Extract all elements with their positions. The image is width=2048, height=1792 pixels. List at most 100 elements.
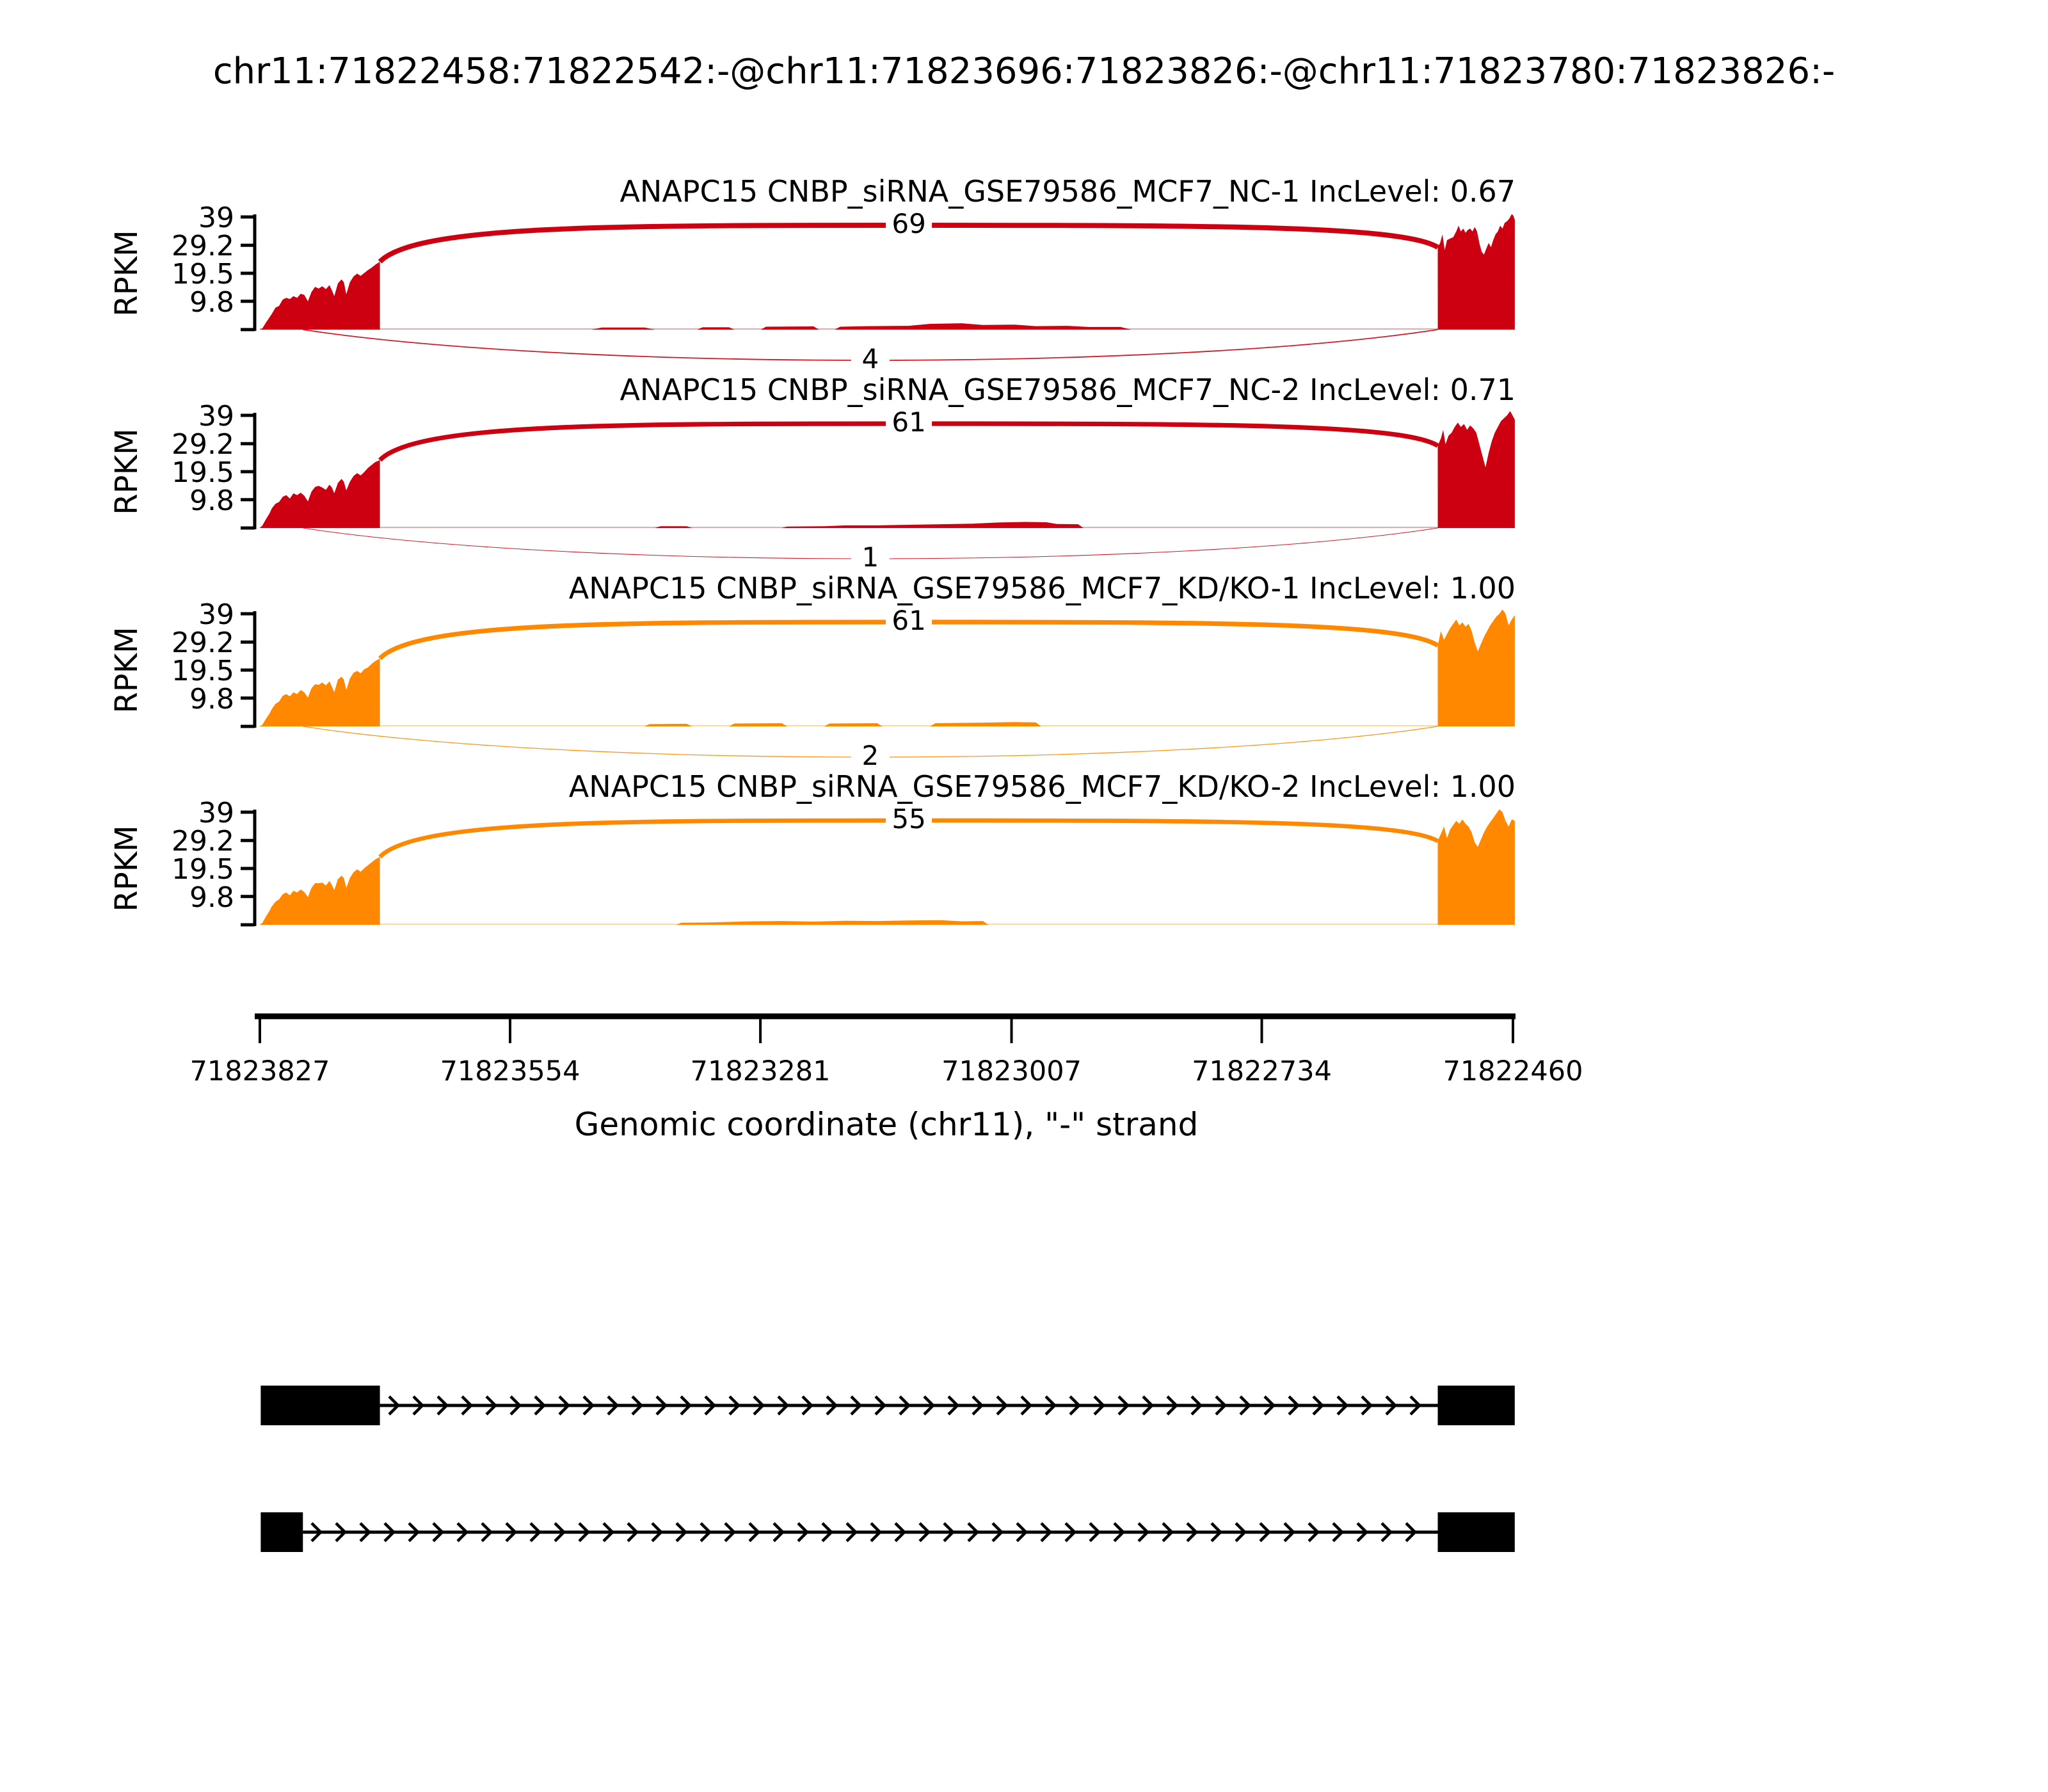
- skipping-junction-count: 1: [862, 541, 879, 573]
- strand-arrow: [1409, 1395, 1422, 1416]
- junction-count-backdrop: [851, 344, 890, 373]
- strand-arrow: [724, 1522, 737, 1542]
- strand-arrow: [972, 1395, 984, 1416]
- strand-arrow: [602, 1522, 615, 1542]
- strand-arrow: [1166, 1395, 1179, 1416]
- coverage-right-exon: [1437, 411, 1515, 528]
- x-axis-tick-label: 71823281: [691, 1055, 831, 1087]
- x-axis-tick-label: 71823554: [440, 1055, 580, 1087]
- exon-box: [1437, 1512, 1515, 1552]
- x-axis-tick-label: 71822734: [1192, 1055, 1332, 1087]
- strand-arrow: [1380, 1522, 1393, 1542]
- strand-arrow: [1137, 1522, 1150, 1542]
- coverage-left-exon: [260, 658, 380, 726]
- strand-arrow: [1117, 1395, 1130, 1416]
- strand-arrow: [1235, 1522, 1247, 1542]
- strand-arrow: [991, 1522, 1004, 1542]
- y-axis-tick-label: 19.5: [172, 258, 234, 291]
- strand-arrow: [432, 1522, 445, 1542]
- strand-arrow: [1069, 1395, 1082, 1416]
- strand-arrow: [1405, 1522, 1418, 1542]
- y-axis-tick-label: 9.8: [189, 683, 234, 716]
- strand-arrow: [335, 1522, 348, 1542]
- strand-arrow: [943, 1522, 956, 1542]
- rpkm-axis-label: RPKM: [109, 825, 145, 911]
- strand-arrow: [797, 1522, 810, 1542]
- strand-arrow: [874, 1395, 887, 1416]
- coverage-left-exon: [260, 261, 380, 330]
- strand-arrow: [359, 1522, 372, 1542]
- exon-box: [260, 1386, 380, 1425]
- strand-arrow: [772, 1522, 785, 1542]
- strand-arrow: [485, 1395, 498, 1416]
- x-axis-tick-label: 71823007: [941, 1055, 1082, 1087]
- y-axis-tick-label: 9.8: [189, 881, 234, 914]
- gene-model: [260, 1386, 1515, 1552]
- rpkm-axis-label: RPKM: [109, 230, 145, 316]
- junction-count-backdrop: [851, 740, 890, 770]
- x-axis-tick-label: 71822460: [1443, 1055, 1583, 1087]
- strand-arrow: [700, 1522, 712, 1542]
- strand-arrow: [728, 1395, 741, 1416]
- strand-arrow: [436, 1395, 449, 1416]
- inclusion-junction-count: 55: [892, 803, 925, 835]
- strand-arrow: [655, 1395, 668, 1416]
- strand-arrow: [1040, 1522, 1053, 1542]
- y-axis-tick-label: 29.2: [172, 230, 234, 262]
- strand-arrow: [310, 1522, 323, 1542]
- coverage-intron: [380, 522, 1438, 528]
- strand-arrow: [967, 1522, 980, 1542]
- strand-arrow: [899, 1395, 911, 1416]
- exon-box: [260, 1512, 303, 1552]
- strand-arrow: [870, 1522, 883, 1542]
- strand-arrow: [1093, 1395, 1106, 1416]
- strand-arrow: [894, 1522, 907, 1542]
- coverage-right-exon: [1437, 809, 1515, 925]
- strand-arrow: [651, 1522, 664, 1542]
- strand-arrow: [1210, 1522, 1223, 1542]
- inclusion-junction-count: 61: [892, 406, 925, 438]
- strand-arrow: [1332, 1522, 1345, 1542]
- junction-count-backdrop: [886, 407, 932, 438]
- strand-arrow: [923, 1395, 936, 1416]
- strand-arrow: [554, 1522, 566, 1542]
- x-axis-tick-label: 71823827: [190, 1055, 330, 1087]
- strand-arrow: [383, 1522, 396, 1542]
- strand-arrow: [1288, 1395, 1300, 1416]
- strand-arrow: [996, 1395, 1009, 1416]
- strand-arrow: [704, 1395, 717, 1416]
- strand-arrow: [505, 1522, 518, 1542]
- strand-arrow: [578, 1522, 591, 1542]
- y-axis-tick-label: 9.8: [189, 484, 234, 517]
- strand-arrow: [1239, 1395, 1252, 1416]
- rpkm-axis-label: RPKM: [109, 428, 145, 515]
- strand-arrow: [850, 1395, 863, 1416]
- track-title: ANAPC15 CNBP_siRNA_GSE79586_MCF7_KD/KO-1…: [569, 571, 1516, 605]
- strand-arrow: [627, 1522, 639, 1542]
- strand-arrow: [1356, 1522, 1369, 1542]
- strand-arrow: [1089, 1522, 1101, 1542]
- coverage-left-exon: [260, 460, 380, 528]
- strand-arrow: [680, 1395, 692, 1416]
- junction-count-backdrop: [886, 209, 932, 239]
- coverage-right-exon: [1437, 609, 1515, 726]
- strand-arrow: [1283, 1522, 1296, 1542]
- figure-title: chr11:71822458:71822542:-@chr11:71823696…: [213, 51, 1835, 92]
- coverage-intron: [380, 323, 1438, 330]
- transcript-2: [260, 1512, 1515, 1552]
- inclusion-junction-count: 69: [892, 208, 925, 239]
- strand-arrow: [412, 1395, 425, 1416]
- strand-arrow: [1263, 1395, 1276, 1416]
- strand-arrow: [1162, 1522, 1174, 1542]
- y-axis-tick-label: 39: [198, 400, 234, 433]
- strand-arrow: [753, 1395, 765, 1416]
- skipping-junction-count: 4: [862, 343, 879, 374]
- strand-arrow: [1312, 1395, 1325, 1416]
- strand-arrow: [675, 1522, 688, 1542]
